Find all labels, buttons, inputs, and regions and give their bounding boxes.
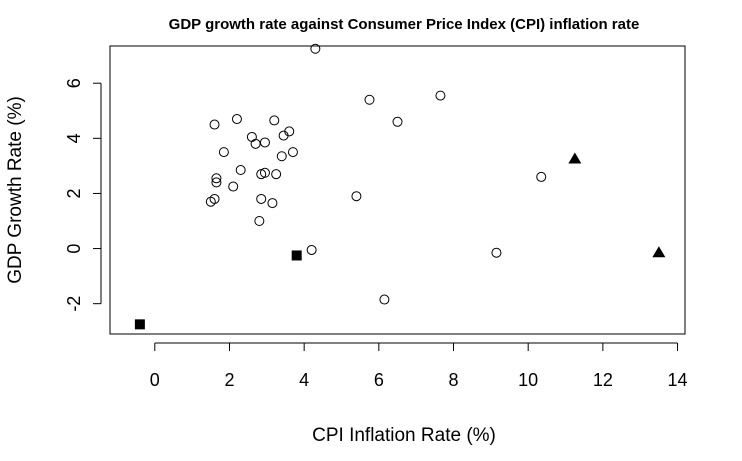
data-points	[134, 43, 666, 330]
data-point-open-circle	[435, 90, 446, 101]
x-tick-label: 14	[668, 370, 688, 390]
data-point-open-circle	[254, 216, 265, 227]
data-point-open-circle	[205, 196, 216, 207]
data-point-open-circle	[276, 151, 287, 162]
data-point-open-circle	[351, 191, 362, 202]
data-point-open-circle	[269, 115, 280, 126]
y-tick-label: 6	[64, 78, 84, 88]
data-point-filled-square	[291, 250, 302, 261]
x-tick-label: 8	[448, 370, 458, 390]
x-tick-label: 4	[299, 370, 309, 390]
data-point-open-circle	[235, 165, 246, 176]
data-point-open-circle	[392, 116, 403, 127]
x-axis-label: CPI Inflation Rate (%)	[312, 425, 496, 446]
data-point-open-circle	[250, 138, 261, 149]
x-tick-label: 2	[224, 370, 234, 390]
data-point-open-circle	[491, 247, 502, 258]
data-point-open-circle	[209, 119, 220, 130]
data-point-open-circle	[228, 181, 239, 192]
data-point-open-circle	[211, 173, 222, 184]
data-point-open-circle	[259, 137, 270, 148]
chart-title: GDP growth rate against Consumer Price I…	[169, 16, 640, 33]
x-tick-label: 10	[518, 370, 538, 390]
plot-frame	[109, 45, 686, 335]
y-tick-label: -2	[64, 296, 84, 312]
data-point-open-circle	[536, 171, 547, 182]
y-tick-label: 4	[64, 133, 84, 143]
y-axis: -2 0 2 4 6	[64, 78, 102, 312]
data-point-open-circle	[364, 94, 375, 105]
y-tick-label: 2	[64, 188, 84, 198]
data-point-open-circle	[218, 147, 229, 158]
data-point-open-circle	[211, 177, 222, 188]
data-point-filled-triangle	[568, 152, 582, 164]
x-tick-label: 0	[150, 370, 160, 390]
data-point-open-circle	[379, 294, 390, 305]
data-point-open-circle	[256, 193, 267, 204]
x-tick-label: 12	[593, 370, 613, 390]
data-point-open-circle	[209, 193, 220, 204]
data-point-open-circle	[246, 131, 257, 142]
y-axis-label: GDP Growth Rate (%)	[5, 96, 26, 284]
x-tick-label: 6	[374, 370, 384, 390]
data-point-filled-triangle	[652, 246, 666, 258]
data-point-open-circle	[310, 43, 321, 54]
data-point-filled-square	[134, 319, 145, 330]
data-point-open-circle	[231, 114, 242, 125]
data-point-open-circle	[284, 126, 295, 137]
y-tick-label: 0	[64, 244, 84, 254]
data-point-open-circle	[271, 169, 282, 180]
data-point-open-circle	[267, 198, 278, 209]
data-point-open-circle	[287, 147, 298, 158]
x-axis: 0 2 4 6 8 10 12 14	[150, 342, 688, 390]
data-point-open-circle	[259, 167, 270, 178]
data-point-open-circle	[306, 244, 317, 255]
